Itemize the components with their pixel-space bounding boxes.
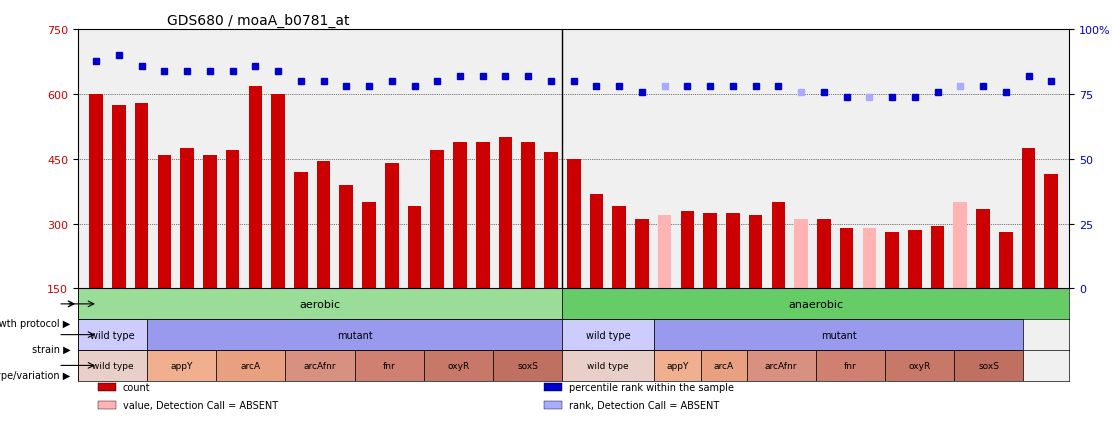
Bar (544, 401, 561, 409)
Text: genotype/variation ▶: genotype/variation ▶ (0, 371, 70, 380)
Bar (862, 229, 876, 353)
FancyBboxPatch shape (746, 350, 815, 381)
Bar (453, 142, 467, 353)
Bar (976, 209, 990, 353)
Bar (113, 106, 126, 353)
Text: aerobic: aerobic (300, 299, 341, 309)
FancyBboxPatch shape (563, 319, 654, 350)
Text: wild type: wild type (587, 361, 629, 370)
Bar (703, 214, 717, 353)
Bar (316, 162, 331, 353)
Bar (294, 173, 307, 353)
FancyBboxPatch shape (78, 350, 147, 381)
Bar (589, 194, 604, 353)
FancyBboxPatch shape (216, 350, 285, 381)
FancyBboxPatch shape (78, 319, 147, 350)
Text: value, Detection Call = ABSENT: value, Detection Call = ABSENT (123, 400, 277, 410)
Bar (726, 214, 740, 353)
FancyBboxPatch shape (147, 350, 216, 381)
Bar (544, 383, 561, 391)
Bar (362, 203, 375, 353)
FancyBboxPatch shape (701, 350, 746, 381)
Bar (681, 211, 694, 353)
Bar (98, 401, 116, 409)
Bar (340, 185, 353, 353)
Bar (135, 104, 148, 353)
Bar (385, 164, 399, 353)
Bar (1022, 149, 1035, 353)
Text: oxyR: oxyR (908, 361, 930, 370)
FancyBboxPatch shape (78, 289, 563, 319)
Text: arcA: arcA (714, 361, 734, 370)
Bar (954, 203, 967, 353)
FancyBboxPatch shape (885, 350, 955, 381)
Bar (157, 155, 172, 353)
Bar (635, 220, 648, 353)
Bar (272, 95, 285, 353)
Bar (794, 220, 808, 353)
Bar (499, 138, 512, 353)
Text: wild type: wild type (586, 330, 631, 340)
FancyBboxPatch shape (563, 350, 654, 381)
Bar (89, 95, 102, 353)
Text: count: count (123, 382, 150, 392)
Text: fnr: fnr (844, 361, 857, 370)
FancyBboxPatch shape (654, 319, 1024, 350)
Text: fnr: fnr (383, 361, 395, 370)
Bar (476, 142, 489, 353)
Bar (772, 203, 785, 353)
FancyBboxPatch shape (955, 350, 1024, 381)
Bar (430, 151, 444, 353)
FancyBboxPatch shape (354, 350, 423, 381)
FancyBboxPatch shape (285, 350, 354, 381)
Bar (226, 151, 240, 353)
Text: arcA: arcA (241, 361, 261, 370)
Text: arcAfnr: arcAfnr (765, 361, 798, 370)
Text: oxyR: oxyR (448, 361, 469, 370)
Bar (930, 227, 945, 353)
Bar (817, 220, 831, 353)
Bar (180, 149, 194, 353)
Bar (658, 216, 672, 353)
Text: mutant: mutant (821, 330, 857, 340)
Text: appY: appY (666, 361, 688, 370)
Text: strain ▶: strain ▶ (31, 345, 70, 354)
Bar (908, 231, 921, 353)
Text: appY: appY (170, 361, 193, 370)
Bar (248, 86, 262, 353)
FancyBboxPatch shape (563, 289, 1069, 319)
Bar (749, 216, 762, 353)
Text: soxS: soxS (517, 361, 538, 370)
Text: GDS680 / moaA_b0781_at: GDS680 / moaA_b0781_at (167, 14, 350, 28)
Bar (840, 229, 853, 353)
Bar (999, 233, 1013, 353)
Bar (98, 383, 116, 391)
Text: growth protocol ▶: growth protocol ▶ (0, 319, 70, 328)
Text: wild type: wild type (91, 361, 134, 370)
FancyBboxPatch shape (654, 350, 701, 381)
Text: mutant: mutant (336, 330, 372, 340)
Text: soxS: soxS (978, 361, 999, 370)
Bar (613, 207, 626, 353)
Text: percentile rank within the sample: percentile rank within the sample (569, 382, 734, 392)
Bar (567, 160, 580, 353)
Text: rank, Detection Call = ABSENT: rank, Detection Call = ABSENT (569, 400, 719, 410)
Text: arcAfnr: arcAfnr (304, 361, 336, 370)
FancyBboxPatch shape (147, 319, 563, 350)
FancyBboxPatch shape (815, 350, 885, 381)
Bar (521, 142, 535, 353)
Text: anaerobic: anaerobic (789, 299, 843, 309)
FancyBboxPatch shape (494, 350, 563, 381)
Bar (544, 153, 558, 353)
Bar (408, 207, 421, 353)
Bar (1045, 174, 1058, 353)
Text: wild type: wild type (90, 330, 135, 340)
FancyBboxPatch shape (423, 350, 494, 381)
Bar (203, 155, 217, 353)
Bar (886, 233, 899, 353)
